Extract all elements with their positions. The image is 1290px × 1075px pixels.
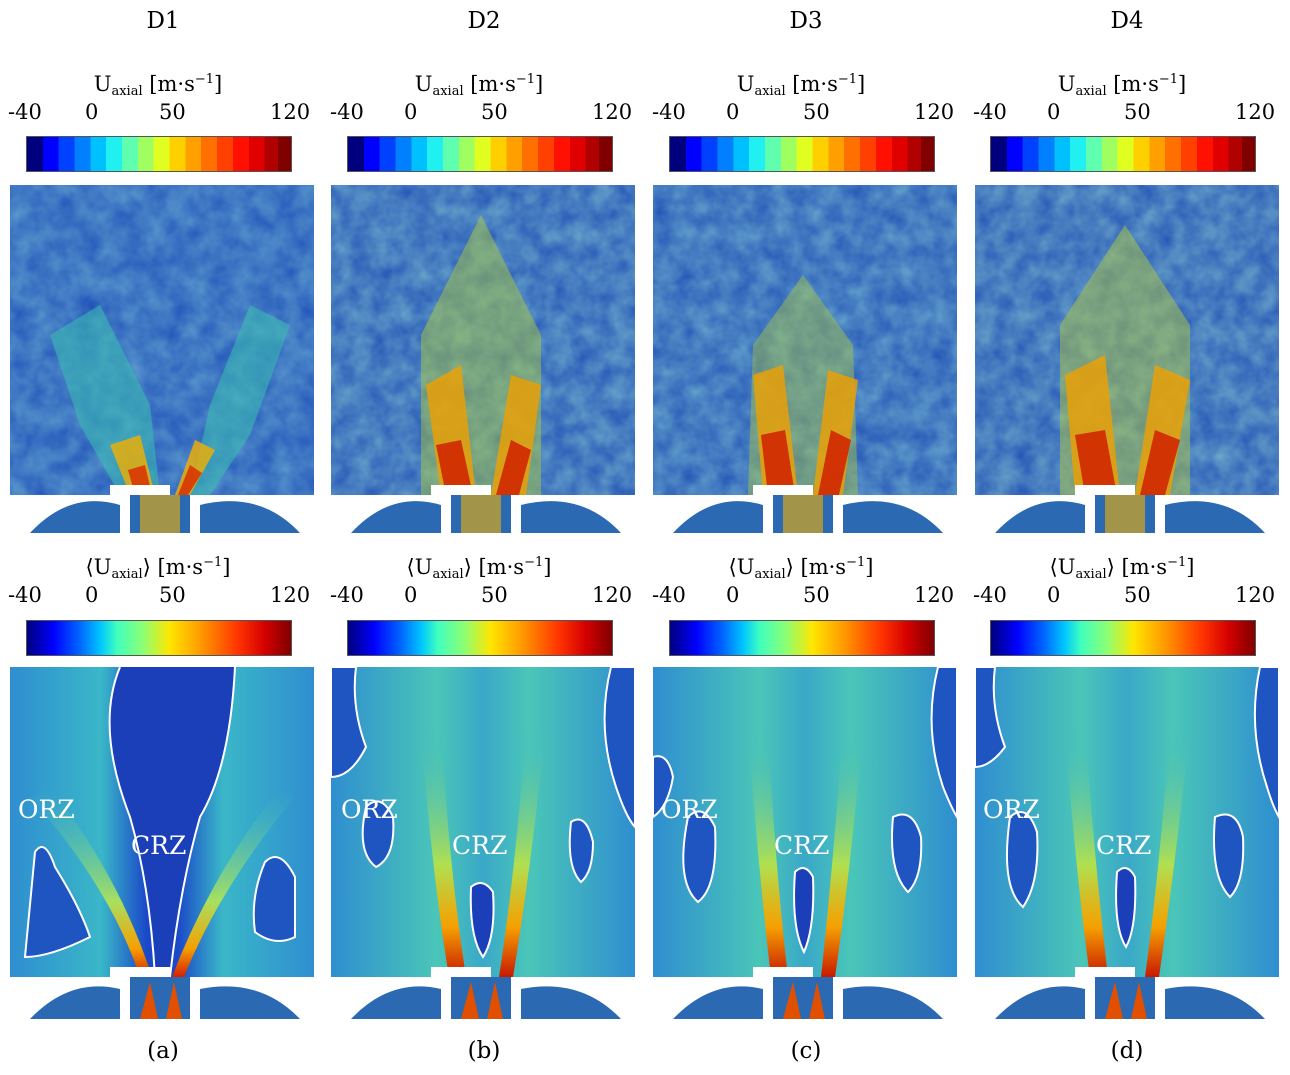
- crz-label: CRZ: [774, 831, 830, 860]
- instantaneous-field-d4: [975, 185, 1279, 533]
- instantaneous-field-d3: [653, 185, 957, 533]
- tick-label: 120: [914, 100, 955, 124]
- instantaneous-field-plot: [10, 185, 314, 533]
- colorbar-title-mean-d3: ⟨Uaxial⟩ [m·s−1]: [728, 555, 874, 582]
- colorbar-instantaneous-d1: [26, 136, 292, 172]
- tick-label: -40: [8, 583, 42, 607]
- subfigure-caption-d: (d): [1110, 1038, 1144, 1064]
- tick-label: 50: [481, 583, 508, 607]
- instantaneous-field-plot: [331, 185, 635, 533]
- instantaneous-field-d1: [10, 185, 314, 533]
- tick-label: 120: [592, 100, 633, 124]
- tick-label: 0: [1047, 583, 1061, 607]
- tick-label: -40: [973, 100, 1007, 124]
- tick-label: -40: [652, 583, 686, 607]
- tick-label: 50: [803, 100, 830, 124]
- tick-label: 0: [726, 100, 740, 124]
- tick-label: -40: [8, 100, 42, 124]
- tick-label: 0: [1047, 100, 1061, 124]
- mean-field-d4: ORZ CRZ: [975, 667, 1279, 1019]
- colorbar-ticks-mean-d3: -40 0 50 120: [652, 583, 955, 609]
- colorbar-mean-d2: [347, 620, 613, 656]
- crz-label: CRZ: [1096, 831, 1152, 860]
- crz-label: CRZ: [452, 831, 508, 860]
- tick-label: 0: [404, 583, 418, 607]
- tick-label: 50: [159, 583, 186, 607]
- tick-label: 0: [404, 100, 418, 124]
- colorbar-ticks-mean-d1: -40 0 50 120: [8, 583, 311, 609]
- subfigure-caption-a: (a): [147, 1038, 179, 1064]
- tick-label: 120: [914, 583, 955, 607]
- tick-label: 120: [592, 583, 633, 607]
- subfigure-caption-b: (b): [467, 1038, 501, 1064]
- mean-field-plot: [331, 667, 635, 1019]
- tick-label: 50: [1124, 100, 1151, 124]
- orz-label: ORZ: [661, 795, 718, 824]
- colorbar-mean-d4: [990, 620, 1256, 656]
- orz-label: ORZ: [341, 795, 398, 824]
- colorbar-title-instantaneous-d2: Uaxial [m·s−1]: [414, 72, 544, 99]
- tick-label: -40: [652, 100, 686, 124]
- colorbar-ticks-mean-d2: -40 0 50 120: [330, 583, 633, 609]
- colorbar-ticks-mean-d4: -40 0 50 120: [973, 583, 1276, 609]
- colorbar-ticks-instantaneous-d2: -40 0 50 120: [330, 100, 633, 126]
- orz-label: ORZ: [18, 795, 75, 824]
- instantaneous-field-d2: [331, 185, 635, 533]
- tick-label: -40: [973, 583, 1007, 607]
- colorbar-ticks-instantaneous-d3: -40 0 50 120: [652, 100, 955, 126]
- colorbar-title-instantaneous-d1: Uaxial [m·s−1]: [93, 72, 223, 99]
- mean-field-plot: [10, 667, 314, 1019]
- tick-label: 50: [803, 583, 830, 607]
- column-header-d3: D3: [789, 8, 823, 34]
- tick-label: 0: [726, 583, 740, 607]
- colorbar-title-instantaneous-d4: Uaxial [m·s−1]: [1057, 72, 1187, 99]
- colorbar-mean-d3: [669, 620, 935, 656]
- colorbar-mean-d1: [26, 620, 292, 656]
- mean-field-d1: ORZ CRZ: [10, 667, 314, 1019]
- colorbar-title-mean-d4: ⟨Uaxial⟩ [m·s−1]: [1049, 555, 1195, 582]
- crz-label: CRZ: [131, 831, 187, 860]
- colorbar-title-instantaneous-d3: Uaxial [m·s−1]: [736, 72, 866, 99]
- tick-label: 120: [1235, 583, 1276, 607]
- tick-label: 120: [270, 583, 311, 607]
- instantaneous-field-plot: [653, 185, 957, 533]
- subfigure-caption-c: (c): [790, 1038, 822, 1064]
- instantaneous-field-plot: [975, 185, 1279, 533]
- tick-label: 0: [85, 100, 99, 124]
- tick-label: 50: [481, 100, 508, 124]
- colorbar-instantaneous-d2: [347, 136, 613, 172]
- tick-label: 50: [159, 100, 186, 124]
- colorbar-instantaneous-d3: [669, 136, 935, 172]
- colorbar-title-mean-d2: ⟨Uaxial⟩ [m·s−1]: [406, 555, 552, 582]
- column-header-d4: D4: [1110, 8, 1144, 34]
- orz-label: ORZ: [983, 795, 1040, 824]
- tick-label: -40: [330, 100, 364, 124]
- tick-label: 0: [85, 583, 99, 607]
- mean-field-d3: ORZ CRZ: [653, 667, 957, 1019]
- mean-field-plot: [975, 667, 1279, 1019]
- mean-field-d2: ORZ CRZ: [331, 667, 635, 1019]
- column-header-d1: D1: [146, 8, 180, 34]
- tick-label: 50: [1124, 583, 1151, 607]
- colorbar-ticks-instantaneous-d4: -40 0 50 120: [973, 100, 1276, 126]
- mean-field-plot: [653, 667, 957, 1019]
- colorbar-ticks-instantaneous-d1: -40 0 50 120: [8, 100, 311, 126]
- tick-label: 120: [270, 100, 311, 124]
- colorbar-title-mean-d1: ⟨Uaxial⟩ [m·s−1]: [85, 555, 231, 582]
- tick-label: 120: [1235, 100, 1276, 124]
- tick-label: -40: [330, 583, 364, 607]
- colorbar-instantaneous-d4: [990, 136, 1256, 172]
- column-header-d2: D2: [467, 8, 501, 34]
